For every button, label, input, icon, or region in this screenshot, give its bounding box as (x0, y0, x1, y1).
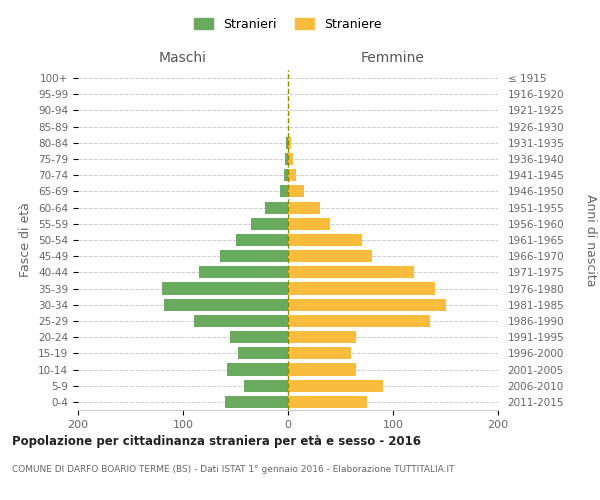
Bar (251, 218, 288, 230)
Bar (227, 364, 288, 376)
Bar (284, 169, 288, 181)
Bar (288, 250, 372, 262)
Bar (193, 315, 288, 327)
Bar (265, 202, 288, 213)
Bar (230, 331, 288, 343)
Bar (285, 153, 288, 165)
Bar (288, 380, 383, 392)
Text: Popolazione per cittadinanza straniera per età e sesso - 2016: Popolazione per cittadinanza straniera p… (12, 435, 421, 448)
Bar (288, 137, 291, 149)
Bar (286, 137, 288, 149)
Y-axis label: Anni di nascita: Anni di nascita (584, 194, 597, 286)
Bar (220, 250, 288, 262)
Legend: Stranieri, Straniere: Stranieri, Straniere (188, 11, 388, 37)
Bar (238, 348, 288, 360)
Bar (235, 234, 288, 246)
Bar (288, 266, 414, 278)
Bar (288, 298, 445, 311)
Bar (199, 266, 288, 278)
Y-axis label: Fasce di età: Fasce di età (19, 202, 32, 278)
Bar (288, 202, 320, 213)
Bar (280, 186, 288, 198)
Bar (288, 234, 361, 246)
Bar (162, 282, 288, 294)
Bar (244, 380, 288, 392)
Text: Femmine: Femmine (361, 51, 425, 65)
Bar (288, 153, 293, 165)
Bar (288, 364, 356, 376)
Bar (164, 298, 288, 311)
Bar (288, 282, 435, 294)
Bar (288, 169, 296, 181)
Text: COMUNE DI DARFO BOARIO TERME (BS) - Dati ISTAT 1° gennaio 2016 - Elaborazione TU: COMUNE DI DARFO BOARIO TERME (BS) - Dati… (12, 465, 455, 474)
Bar (288, 348, 351, 360)
Bar (288, 396, 367, 408)
Bar (288, 218, 330, 230)
Bar (288, 315, 430, 327)
Bar (288, 186, 304, 198)
Bar (288, 331, 356, 343)
Bar (225, 396, 288, 408)
Text: Maschi: Maschi (159, 51, 207, 65)
